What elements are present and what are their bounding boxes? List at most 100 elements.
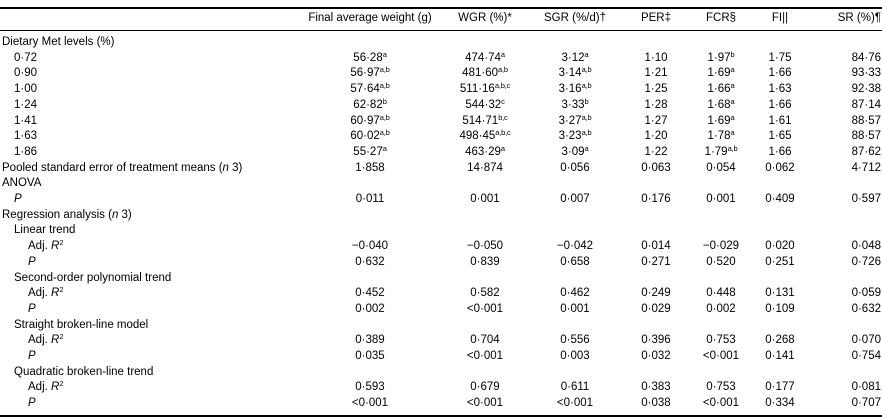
table-cell: 0·520 <box>706 255 736 268</box>
column-header: PER‡ <box>625 8 687 31</box>
table-cell: 1·68a <box>707 96 735 111</box>
table-cell: 0·002 <box>706 302 736 315</box>
table-cell: −0·050 <box>466 240 504 253</box>
superscript-annotation: 2 <box>59 238 64 248</box>
table-cell <box>445 208 525 224</box>
table-cell <box>445 318 525 334</box>
superscript-annotation: a <box>730 112 735 122</box>
superscript-annotation: a,b <box>379 81 390 91</box>
table-cell <box>295 365 445 381</box>
row-label: P <box>0 255 295 271</box>
table-cell: −0·042 <box>556 240 594 253</box>
table-cell: 498·45a,b,c <box>459 128 511 143</box>
table-cell: 0·081 <box>851 381 881 394</box>
table-cell <box>805 208 882 224</box>
row-label: Quadratic broken-line trend <box>14 365 154 378</box>
table-cell <box>687 318 755 334</box>
table-cell: 0·611 <box>560 381 590 394</box>
superscript-annotation: a <box>500 49 505 59</box>
table-cell <box>295 208 445 224</box>
row-label: 0·72 <box>14 51 38 64</box>
row-label: 1·86 <box>14 145 38 158</box>
table-row: ANOVA <box>0 176 882 192</box>
results-table: Final average weight (g) WGR (%)* SGR (%/d… <box>0 7 882 417</box>
table-cell <box>445 31 525 51</box>
superscript-annotation: a <box>730 128 735 138</box>
table-cell <box>295 318 445 334</box>
table-body: Dietary Met levels (%) 0·72 56·28a 474·74a 3… <box>0 31 882 416</box>
table-cell: <0·001 <box>702 350 740 363</box>
table-cell <box>687 31 755 51</box>
table-cell: 56·28a <box>353 49 387 64</box>
table-row: Adj. R2 0·593 0·679 0·611 0·383 0·753 0·177 0·0… <box>0 380 882 396</box>
table-cell: 0·054 <box>706 161 736 174</box>
superscript-annotation: 2 <box>59 332 64 342</box>
superscript-annotation: a,b <box>379 128 390 138</box>
table-cell <box>295 31 445 51</box>
table-cell: 57·64a,b <box>350 81 390 96</box>
table-row: Linear trend <box>0 223 882 239</box>
table-cell <box>805 271 882 287</box>
superscript-annotation: a <box>730 65 735 75</box>
table-cell: 0·029 <box>641 302 671 315</box>
table-cell: 0·389 <box>355 334 385 347</box>
table-cell <box>295 271 445 287</box>
table-row: Quadratic broken-line trend <box>0 365 882 381</box>
table-cell <box>525 365 625 381</box>
row-label: 0·90 <box>14 67 38 80</box>
table-cell <box>525 318 625 334</box>
italic-text: P <box>28 397 36 410</box>
table-cell: 0·726 <box>851 255 881 268</box>
superscript-annotation: b <box>730 49 735 59</box>
table-cell <box>755 31 805 51</box>
table-cell: 0·059 <box>851 287 881 300</box>
table-cell: 0·063 <box>641 161 671 174</box>
table-cell <box>755 176 805 192</box>
superscript-annotation: c <box>501 96 505 106</box>
table-cell <box>295 176 445 192</box>
table-row: P 0·632 0·839 0·658 0·271 0·520 0·251 0·726 <box>0 255 882 271</box>
table-row: 0·90 56·97a,b 481·60a,b 3·14a,b 1·21 1·69a 1·6… <box>0 66 882 82</box>
italic-text: R <box>51 287 60 300</box>
italic-text: R <box>51 381 60 394</box>
table-cell: 0·839 <box>470 255 500 268</box>
superscript-annotation: a,b <box>379 65 390 75</box>
table-cell <box>445 365 525 381</box>
table-cell: 0·001 <box>470 193 500 206</box>
table-cell: 514·71b,c <box>462 112 508 127</box>
table-row: P <0·001 <0·001 <0·001 0·038 <0·001 0·334 0·707 <box>0 396 882 416</box>
table-cell: 1·66 <box>768 67 792 80</box>
italic-text: n <box>111 208 119 221</box>
table-cell: 1·61 <box>768 114 792 127</box>
table-cell: 0·038 <box>641 397 671 410</box>
table-cell <box>525 176 625 192</box>
table-cell <box>625 271 687 287</box>
table-cell: 0·109 <box>765 302 795 315</box>
table-cell: −0·040 <box>351 240 389 253</box>
superscript-annotation: a <box>730 81 735 91</box>
table-cell: 88·57 <box>851 130 881 143</box>
table-cell: 3·23a,b <box>558 128 592 143</box>
table-cell <box>687 271 755 287</box>
column-header: Final average weight (g) <box>295 8 445 31</box>
table-cell: 0·632 <box>851 302 881 315</box>
italic-text: P <box>28 255 36 268</box>
table-cell: 0·014 <box>641 240 671 253</box>
table-cell: 0·753 <box>706 334 736 347</box>
table-cell <box>445 271 525 287</box>
table-cell: 0·462 <box>560 287 590 300</box>
table-row: P 0·011 0·001 0·007 0·176 0·001 0·409 0·597 <box>0 192 882 208</box>
table-cell: 1·78a <box>707 128 735 143</box>
table-cell: <0·001 <box>556 397 594 410</box>
table-cell: 1·66 <box>768 98 792 111</box>
table-cell <box>525 271 625 287</box>
table-cell <box>625 208 687 224</box>
row-label: P <box>0 396 295 416</box>
superscript-annotation: a,b <box>581 65 592 75</box>
table-cell: 1·20 <box>644 130 668 143</box>
row-label: Adj. R2 <box>28 332 64 347</box>
row-label: Dietary Met levels (%) <box>2 36 115 48</box>
table-cell: 1·69a <box>707 65 735 80</box>
table-header-row: Final average weight (g) WGR (%)* SGR (%/d… <box>0 8 882 31</box>
table-cell: 3·27a,b <box>558 112 592 127</box>
